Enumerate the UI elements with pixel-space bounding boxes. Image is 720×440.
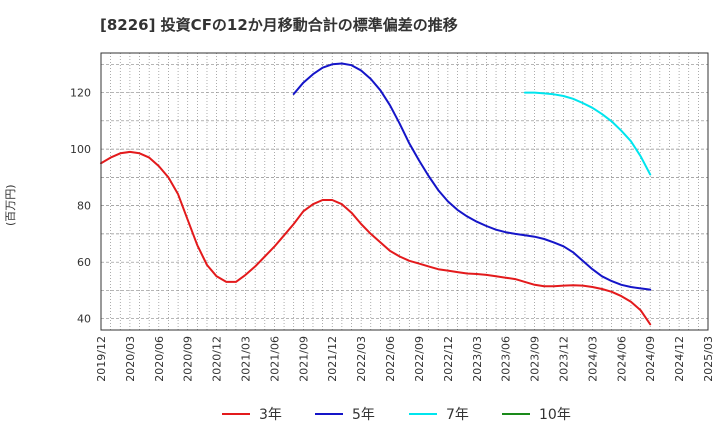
x-tick-label: 2020/03: [124, 336, 137, 382]
plot-frame: [100, 52, 709, 331]
x-tick-label: 2024/09: [644, 336, 657, 382]
x-tick-label: 2021/12: [326, 336, 339, 382]
y-tick-labels: 40 60 80 100 120: [70, 87, 91, 326]
x-tick-label: 2022/06: [384, 336, 397, 382]
legend-label: 3年: [259, 407, 282, 423]
x-tick-label: 2020/09: [182, 336, 195, 382]
y-tick-label: 80: [77, 200, 91, 213]
x-tick-label: 2020/12: [211, 336, 224, 382]
y-tick-label: 60: [77, 256, 91, 269]
legend-label: 7年: [446, 407, 469, 423]
series-lines: [100, 62, 652, 326]
x-tick-label: 2023/09: [529, 336, 542, 382]
x-tick-label: 2021/03: [240, 336, 253, 382]
legend-label: 10年: [539, 407, 571, 423]
chart-title: [8226] 投資CFの12か月移動合計の標準偏差の推移: [100, 16, 458, 34]
legend-label: 5年: [352, 407, 375, 423]
x-tick-label: 2022/12: [442, 336, 455, 382]
x-tick-label: 2019/12: [95, 336, 108, 382]
series-line-0: [100, 150, 652, 326]
y-tick-label: 100: [70, 143, 91, 156]
x-tick-label: 2020/06: [153, 336, 166, 382]
y-tick-label: 40: [77, 313, 91, 326]
x-tick-label: 2021/09: [297, 336, 310, 382]
x-tick-labels: 2019/12 2020/03 2020/06 2020/09 2020/12 2021/…: [95, 336, 715, 382]
x-tick-label: 2024/12: [673, 336, 686, 382]
legend: 3年 5年 7年 10年: [222, 407, 571, 423]
x-tick-label: 2023/12: [557, 336, 570, 382]
series-line-2: [523, 91, 652, 176]
x-tick-label: 2023/06: [500, 336, 513, 382]
x-tick-label: 2022/09: [413, 336, 426, 382]
grid: [101, 53, 708, 330]
y-tick-label: 120: [70, 87, 91, 100]
x-tick-label: 2023/03: [471, 336, 484, 382]
x-tick-label: 2021/06: [268, 336, 281, 382]
x-tick-label: 2025/03: [702, 336, 715, 382]
x-tick-label: 2024/06: [615, 336, 628, 382]
series-line-1: [292, 62, 652, 291]
x-tick-label: 2024/03: [586, 336, 599, 382]
x-tick-label: 2022/03: [355, 336, 368, 382]
